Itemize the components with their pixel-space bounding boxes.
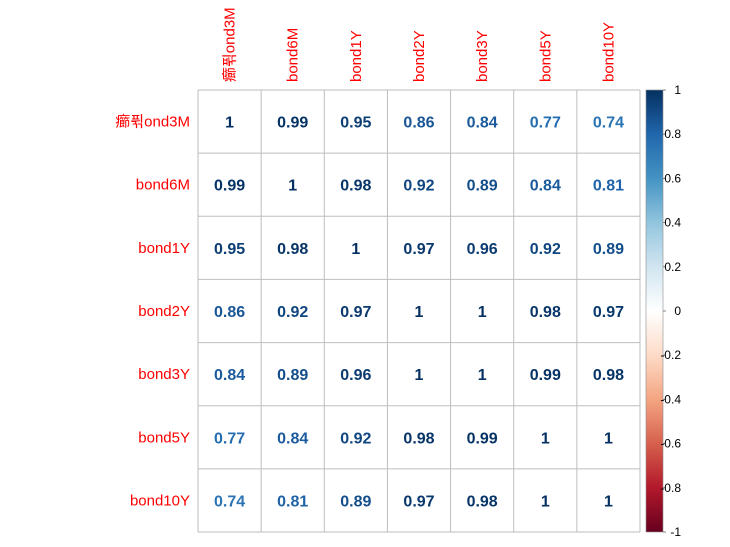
cell-value-bond10Y-bond10Y: 1 bbox=[604, 493, 613, 510]
column-label: bond5Y bbox=[537, 30, 554, 82]
colorbar-tick-label: 0 bbox=[674, 304, 681, 318]
colorbar-tick-label: 1 bbox=[674, 83, 681, 97]
cell-value-bond2Y-bond2Y: 1 bbox=[415, 304, 424, 321]
row-label: bond6M bbox=[136, 177, 190, 194]
cell-value-bond3Y-bond6M: 0.89 bbox=[277, 367, 308, 384]
cell-value-bond1Y-ond3M: 0.95 bbox=[214, 241, 245, 258]
cell-value-bond1Y-bond1Y: 1 bbox=[351, 241, 360, 258]
cell-value-bond10Y-bond6M: 0.81 bbox=[277, 493, 308, 510]
cell-value-bond2Y-bond1Y: 0.97 bbox=[340, 304, 371, 321]
cell-value-bond3Y-bond1Y: 0.96 bbox=[340, 367, 371, 384]
cell-value-bond1Y-bond6M: 0.98 bbox=[277, 241, 308, 258]
cell-value-bond1Y-bond5Y: 0.92 bbox=[530, 241, 561, 258]
column-labels: 癤퓎ond3M bond6M bond1Y bond2Y bond3Y bond5Y bon… bbox=[221, 7, 618, 82]
row-label: bond5Y bbox=[138, 429, 190, 446]
cell-value-bond1Y-bond2Y: 0.97 bbox=[403, 241, 434, 258]
row-label: bond2Y bbox=[138, 303, 190, 320]
column-label: bond10Y bbox=[600, 22, 617, 82]
colorbar-gradient bbox=[645, 89, 664, 533]
cell-value-ond3M-bond1Y: 0.95 bbox=[340, 115, 371, 132]
cell-value-bond3Y-bond10Y: 0.98 bbox=[593, 367, 624, 384]
cell-value-bond3Y-bond3Y: 1 bbox=[478, 367, 487, 384]
cell-value-ond3M-bond10Y: 0.74 bbox=[593, 115, 624, 132]
cell-value-bond3Y-bond2Y: 1 bbox=[415, 367, 424, 384]
cell-value-bond3Y-bond5Y: 0.99 bbox=[530, 367, 561, 384]
cell-value-bond3Y-ond3M: 0.84 bbox=[214, 367, 245, 384]
cell-value-bond6M-ond3M: 0.99 bbox=[214, 178, 245, 195]
matrix-grid bbox=[197, 89, 641, 533]
cell-value-bond5Y-bond2Y: 0.98 bbox=[403, 430, 434, 447]
column-label: bond2Y bbox=[411, 30, 428, 82]
cell-value-bond10Y-bond2Y: 0.97 bbox=[403, 493, 434, 510]
cell-value-bond6M-bond2Y: 0.92 bbox=[403, 178, 434, 195]
colorbar-tick-label: -0.8 bbox=[660, 481, 681, 495]
column-label: bond1Y bbox=[348, 30, 365, 82]
column-label: bond6M bbox=[285, 28, 302, 82]
colorbar-legend: 1 0.8 0.6 0.4 0.2 0 -0.2 -0.4 -0.6 -0.8 -1 bbox=[645, 83, 681, 539]
column-label: bond3Y bbox=[474, 30, 491, 82]
cell-value-bond5Y-bond6M: 0.84 bbox=[277, 430, 308, 447]
cell-value-bond6M-bond10Y: 0.81 bbox=[593, 178, 624, 195]
colorbar-tick-label: -1 bbox=[670, 525, 681, 539]
colorbar-tick-label: 0.6 bbox=[664, 171, 681, 185]
cell-value-bond2Y-bond3Y: 1 bbox=[478, 304, 487, 321]
row-label: bond3Y bbox=[138, 366, 190, 383]
cell-value-ond3M-bond2Y: 0.86 bbox=[403, 115, 434, 132]
cell-value-ond3M-bond5Y: 0.77 bbox=[530, 115, 561, 132]
colorbar-tick-label: 0.4 bbox=[664, 216, 681, 230]
row-label: 癤퓎ond3M bbox=[115, 113, 190, 131]
cell-value-ond3M-bond6M: 0.99 bbox=[277, 115, 308, 132]
cell-value-ond3M-ond3M: 1 bbox=[225, 115, 234, 132]
cell-value-bond2Y-ond3M: 0.86 bbox=[214, 304, 245, 321]
row-labels: 癤퓎ond3M bond6M bond1Y bond2Y bond3Y bond5Y bon… bbox=[115, 113, 190, 510]
cell-value-bond10Y-bond5Y: 1 bbox=[541, 493, 550, 510]
row-label: bond1Y bbox=[138, 240, 190, 257]
cell-value-bond2Y-bond6M: 0.92 bbox=[277, 304, 308, 321]
cell-value-bond1Y-bond3Y: 0.96 bbox=[467, 241, 498, 258]
colorbar-tick-label: -0.6 bbox=[660, 437, 681, 451]
cell-value-bond5Y-bond1Y: 0.92 bbox=[340, 430, 371, 447]
cell-value-bond5Y-bond10Y: 1 bbox=[604, 430, 613, 447]
cell-value-bond5Y-bond5Y: 1 bbox=[541, 430, 550, 447]
cell-value-bond5Y-ond3M: 0.77 bbox=[214, 430, 245, 447]
cell-value-bond6M-bond3Y: 0.89 bbox=[467, 178, 498, 195]
cell-value-bond5Y-bond3Y: 0.99 bbox=[467, 430, 498, 447]
cell-value-bond6M-bond5Y: 0.84 bbox=[530, 178, 561, 195]
matrix-cells: 1 0.99 0.95 0.86 0.84 0.77 0.74 0.99 1 0.98 0.92 0.… bbox=[214, 115, 624, 511]
cell-value-bond1Y-bond10Y: 0.89 bbox=[593, 241, 624, 258]
cell-value-ond3M-bond3Y: 0.84 bbox=[467, 115, 498, 132]
cell-value-bond2Y-bond10Y: 0.97 bbox=[593, 304, 624, 321]
cell-value-bond10Y-bond1Y: 0.89 bbox=[340, 493, 371, 510]
colorbar-tick-label: 0.8 bbox=[664, 127, 681, 141]
column-label: 癤퓎ond3M bbox=[221, 7, 239, 82]
cell-value-bond10Y-ond3M: 0.74 bbox=[214, 493, 245, 510]
cell-value-bond6M-bond6M: 1 bbox=[288, 178, 297, 195]
colorbar-tick-label: -0.4 bbox=[660, 392, 681, 406]
colorbar-tick-label: 0.2 bbox=[664, 260, 681, 274]
colorbar-tick-label: -0.2 bbox=[660, 348, 681, 362]
row-label: bond10Y bbox=[130, 492, 190, 509]
cell-value-bond6M-bond1Y: 0.98 bbox=[340, 178, 371, 195]
cell-value-bond10Y-bond3Y: 0.98 bbox=[467, 493, 498, 510]
cell-value-bond2Y-bond5Y: 0.98 bbox=[530, 304, 561, 321]
